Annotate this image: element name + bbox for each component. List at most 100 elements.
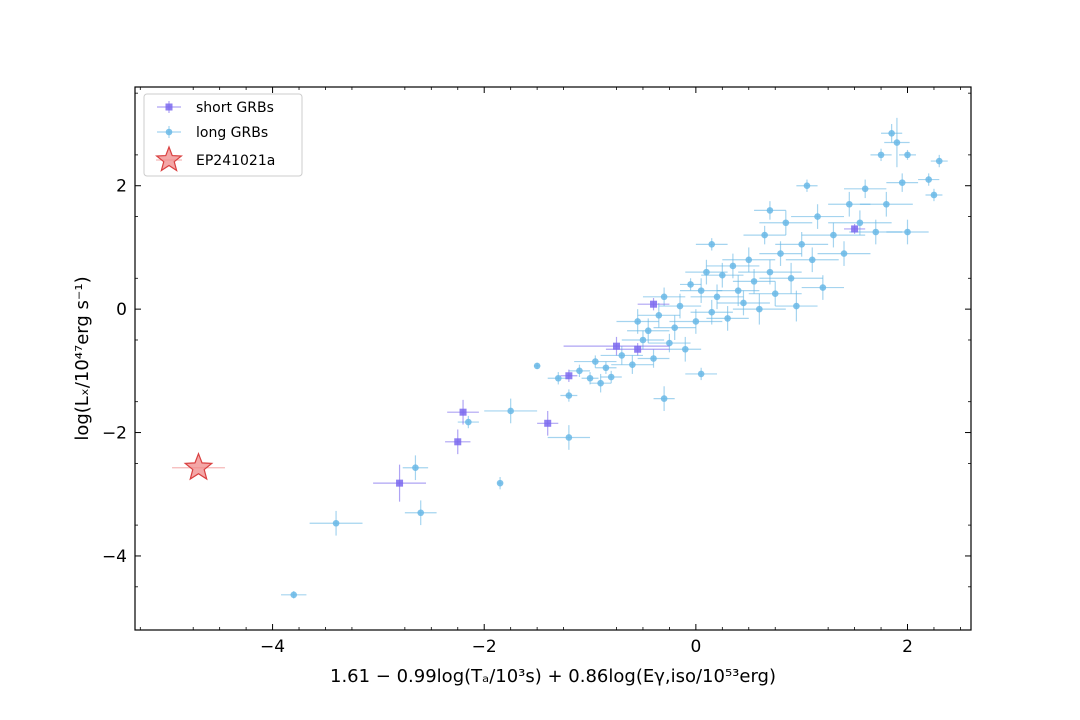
data-point: [650, 300, 658, 308]
data-point: [771, 290, 779, 298]
data-point: [612, 342, 620, 350]
data-point: [883, 200, 890, 208]
data-point: [819, 284, 827, 291]
data-point: [925, 176, 932, 183]
data-point: [454, 438, 462, 446]
data-point: [787, 274, 795, 282]
data-point: [745, 256, 753, 264]
data-point: [719, 271, 726, 279]
data-point: [761, 231, 768, 239]
data-point: [798, 241, 805, 248]
data-point: [465, 418, 472, 426]
data-point: [565, 434, 573, 441]
data-point: [496, 479, 504, 487]
data-point: [898, 179, 906, 186]
data-point: [830, 231, 837, 239]
legend-swatch-circle: [165, 128, 173, 136]
data-point: [655, 312, 663, 319]
data-point: [629, 361, 636, 368]
data-point: [412, 464, 419, 472]
y-tick-label: −2: [102, 424, 127, 444]
plot-marks: [172, 117, 948, 599]
data-point: [634, 318, 641, 325]
data-point: [676, 302, 684, 310]
axis-ticks: −4 −2 0 2 −4 −2 0 2: [102, 87, 971, 657]
data-point: [766, 207, 774, 214]
data-point: [766, 268, 774, 276]
data-point: [576, 367, 583, 375]
data-point: [544, 419, 552, 427]
x-tick-label: −2: [472, 637, 497, 657]
data-point: [565, 392, 573, 399]
legend-label: EP241021a: [196, 153, 275, 169]
plot-frame: [134, 86, 972, 631]
legend-entries: short GRBs long GRBs EP241021a: [155, 100, 275, 172]
data-point: [888, 129, 895, 137]
data-point: [777, 250, 784, 257]
data-point: [734, 287, 742, 294]
series-star: [172, 452, 225, 481]
data-point: [856, 219, 864, 227]
data-point: [708, 308, 716, 316]
data-point: [507, 407, 514, 415]
legend-label: short GRBs: [196, 100, 274, 116]
data-point: [713, 293, 721, 301]
data-point: [814, 213, 821, 220]
data-point: [808, 256, 816, 264]
data-point: [671, 324, 678, 331]
data-point: [533, 362, 541, 370]
data-point: [904, 151, 911, 159]
data-point: [290, 591, 298, 599]
data-point: [644, 327, 652, 335]
data-point: [586, 374, 594, 382]
data-point: [893, 139, 901, 146]
data-point: [724, 315, 731, 322]
data-point: [697, 287, 705, 294]
data-point: [840, 250, 848, 257]
data-point: [332, 519, 340, 527]
data-point: [681, 345, 689, 353]
data-point: [729, 262, 737, 270]
data-point: [607, 373, 615, 381]
data-point: [554, 374, 562, 382]
legend-swatch-star: [155, 145, 183, 172]
y-tick-label: 2: [116, 177, 127, 197]
data-point: [904, 228, 911, 236]
data-point: [565, 372, 573, 380]
data-point: [740, 299, 747, 307]
x-tick-label: 0: [690, 637, 701, 657]
data-point: [846, 200, 853, 208]
x-axis-label: 1.61 − 0.99log(Tₐ/10³s) + 0.86log(Eγ,iso…: [330, 666, 776, 687]
data-point: [703, 268, 710, 276]
data-point: [660, 395, 668, 402]
y-axis-label: log(Lₓ/10⁴⁷erg s⁻¹): [72, 276, 93, 440]
data-point: [692, 318, 700, 325]
data-point: [872, 228, 880, 236]
data-point: [396, 479, 404, 487]
x-tick-label: 2: [902, 637, 913, 657]
data-point: [459, 408, 467, 416]
data-point: [592, 358, 599, 365]
data-point: [708, 241, 716, 248]
y-tick-label: −4: [102, 547, 127, 567]
data-point: [861, 185, 869, 193]
data-point: [793, 302, 800, 310]
legend-label: long GRBs: [196, 125, 268, 141]
data-point-star: [183, 452, 214, 481]
data-point: [750, 278, 758, 285]
data-point: [756, 305, 763, 313]
data-point: [782, 219, 790, 227]
data-point: [634, 345, 642, 353]
legend-swatch-square: [165, 103, 173, 111]
series-square: [373, 223, 866, 502]
legend-box: [143, 93, 303, 177]
data-point: [618, 352, 626, 359]
data-point: [666, 339, 673, 347]
data-point: [803, 182, 811, 190]
x-tick-label: −4: [260, 637, 285, 657]
legend: short GRBs long GRBs EP241021a: [143, 93, 303, 177]
data-point: [660, 293, 668, 301]
data-point: [930, 191, 938, 199]
data-point: [851, 225, 859, 233]
